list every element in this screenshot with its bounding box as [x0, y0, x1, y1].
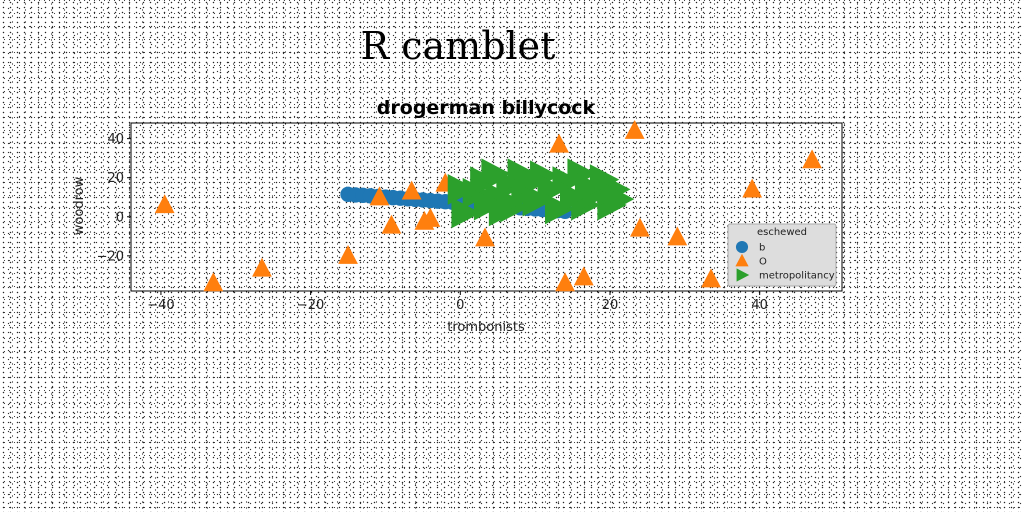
data-point — [252, 257, 272, 277]
data-point — [154, 194, 175, 214]
legend-box — [727, 223, 837, 287]
y-tick-label: 0 — [116, 210, 124, 225]
chart-title: drogerman billycock — [377, 97, 596, 119]
legend-marker — [736, 268, 750, 282]
plot-area — [130, 122, 843, 292]
data-point — [582, 177, 612, 209]
y-tick-label: −20 — [97, 249, 124, 264]
data-point — [555, 272, 575, 292]
x-tick-label: 0 — [456, 298, 464, 313]
data-point — [537, 174, 567, 205]
data-marks — [154, 120, 822, 292]
data-point — [742, 178, 763, 198]
data-point — [500, 191, 530, 223]
legend-title: eschewed — [757, 227, 807, 238]
data-point — [369, 186, 390, 206]
data-point — [802, 149, 822, 169]
data-point — [667, 226, 688, 246]
plot-frame — [130, 122, 843, 292]
legend-label: O — [759, 257, 767, 268]
series-1 — [154, 120, 822, 292]
data-point — [530, 160, 560, 192]
data-point — [381, 214, 402, 234]
data-point — [338, 245, 358, 264]
data-point — [604, 183, 635, 215]
y-tick-label: 20 — [107, 171, 124, 186]
data-point — [630, 217, 650, 237]
data-point — [447, 174, 478, 205]
x-tick-label: 40 — [751, 298, 768, 313]
data-point — [475, 227, 495, 247]
data-point — [420, 207, 441, 227]
legend-label: metropolitancy — [759, 271, 835, 282]
page-title: R camblet — [360, 24, 556, 68]
series-2 — [447, 158, 635, 229]
x-tick-label: 20 — [602, 298, 619, 313]
data-point — [401, 180, 422, 200]
data-point — [567, 158, 597, 190]
data-point — [549, 133, 569, 153]
data-point — [545, 193, 575, 225]
data-point — [515, 166, 545, 198]
data-point — [451, 197, 481, 229]
data-point — [701, 268, 721, 288]
data-point — [573, 266, 594, 286]
data-point — [552, 166, 582, 198]
y-axis-label: woodrow — [72, 176, 87, 235]
legend-marker — [735, 253, 749, 267]
data-point — [522, 185, 552, 217]
x-tick-label: −20 — [297, 298, 324, 313]
x-axis-label: trombonists — [447, 320, 525, 335]
data-point — [481, 158, 511, 190]
legend-marker — [735, 240, 749, 254]
axis-ticks: −40 −20 0 20 40 −20 0 20 40 — [97, 132, 768, 313]
legend-label: b — [759, 243, 765, 254]
y-tick-label: 40 — [107, 132, 124, 147]
data-point — [624, 120, 645, 139]
x-tick-label: −40 — [147, 298, 174, 313]
data-point — [203, 272, 224, 292]
